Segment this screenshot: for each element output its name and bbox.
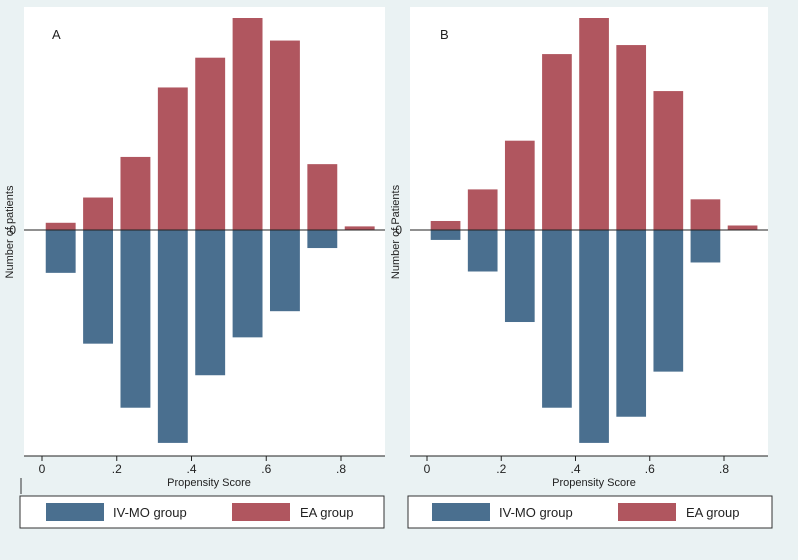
panel-b-bar-iv-mo-5 xyxy=(616,230,647,417)
panel-a-x-tick-label-4: .8 xyxy=(336,462,346,476)
panel-a-legend-label-iv-mo: IV-MO group xyxy=(113,505,187,520)
panel-b-x-tick-label-1: .2 xyxy=(496,462,506,476)
panel-a-y-zero-label: 0 xyxy=(9,223,16,237)
panel-b-bar-ea-7 xyxy=(690,199,721,230)
panel-a-bar-iv-mo-6 xyxy=(269,230,300,312)
panel-b-legend-swatch-iv-mo xyxy=(432,503,490,521)
panel-a-bar-ea-0 xyxy=(45,222,76,230)
panel-a-bar-iv-mo-3 xyxy=(157,230,188,443)
panel-b-bars xyxy=(430,18,758,443)
panel-a-bar-ea-6 xyxy=(269,40,300,230)
panel-b-x-ticks: 0 .2 .4 .6 .8 xyxy=(424,456,729,476)
panel-b-bar-ea-0 xyxy=(430,220,461,230)
panel-b: 0 .2 .4 .6 .8 0 Number of Patients B Propens… xyxy=(390,7,773,529)
panel-a: 0 .2 .4 .6 .8 0 Number of patients A Propens… xyxy=(4,7,385,529)
panel-b-bar-ea-1 xyxy=(467,189,498,230)
panel-a-x-ticks: 0 .2 .4 .6 .8 xyxy=(39,456,346,476)
panel-a-bar-ea-1 xyxy=(83,197,114,230)
panel-a-bar-ea-2 xyxy=(120,156,151,230)
panel-a-bar-iv-mo-0 xyxy=(45,230,76,273)
panel-b-bar-ea-2 xyxy=(504,140,535,230)
panel-a-x-tick-label-2: .4 xyxy=(186,462,196,476)
panel-a-y-axis-label: Number of patients xyxy=(4,185,16,278)
panel-b-y-axis-label: Number of Patients xyxy=(390,184,402,279)
panel-b-bar-iv-mo-2 xyxy=(504,230,535,323)
panel-a-bar-iv-mo-1 xyxy=(83,230,114,344)
panel-a-bars xyxy=(45,18,375,443)
panel-a-bar-ea-3 xyxy=(157,87,188,230)
panel-b-bar-iv-mo-6 xyxy=(653,230,684,372)
panel-b-bar-ea-8 xyxy=(727,225,758,230)
panel-b-legend-label-ea: EA group xyxy=(686,505,740,520)
panel-a-bar-iv-mo-2 xyxy=(120,230,151,408)
panel-b-legend-label-iv-mo: IV-MO group xyxy=(499,505,573,520)
panel-a-x-tick-label-3: .6 xyxy=(261,462,271,476)
panel-a-legend-swatch-iv-mo xyxy=(46,503,104,521)
panel-b-label: B xyxy=(440,27,449,42)
panel-a-bar-iv-mo-7 xyxy=(307,230,338,249)
panel-b-x-axis-label: Propensity Score xyxy=(552,477,636,489)
panel-b-bar-iv-mo-4 xyxy=(579,230,609,443)
panel-a-bar-ea-5 xyxy=(232,18,263,230)
panel-a-bar-iv-mo-5 xyxy=(232,230,263,338)
panel-b-bar-iv-mo-3 xyxy=(542,230,572,408)
panel-b-bar-ea-6 xyxy=(653,91,684,230)
panel-a-bar-ea-4 xyxy=(195,57,226,230)
panel-b-bar-ea-4 xyxy=(579,18,609,230)
panel-a-label: A xyxy=(52,27,61,42)
panel-b-x-tick-label-3: .6 xyxy=(645,462,655,476)
panel-a-bar-iv-mo-4 xyxy=(195,230,226,376)
panel-b-bar-ea-3 xyxy=(542,54,572,230)
panel-b-legend-swatch-ea xyxy=(618,503,676,521)
panel-a-x-tick-label-0: 0 xyxy=(39,462,46,476)
panel-a-bar-ea-7 xyxy=(307,164,338,230)
panel-b-x-tick-label-0: 0 xyxy=(424,462,431,476)
panel-a-x-axis-label: Propensity Score xyxy=(167,477,251,489)
panel-a-x-tick-label-1: .2 xyxy=(112,462,122,476)
panel-b-y-zero-label: 0 xyxy=(395,223,402,237)
panel-b-bar-iv-mo-1 xyxy=(467,230,498,272)
panel-b-bar-iv-mo-7 xyxy=(690,230,721,263)
panel-a-bar-ea-8 xyxy=(344,226,375,230)
panel-b-x-tick-label-2: .4 xyxy=(570,462,580,476)
panel-a-legend-label-ea: EA group xyxy=(300,505,354,520)
panel-b-x-tick-label-4: .8 xyxy=(719,462,729,476)
panel-b-bar-iv-mo-0 xyxy=(430,230,461,240)
panel-a-legend-swatch-ea xyxy=(232,503,290,521)
panel-b-bar-ea-5 xyxy=(616,45,647,231)
